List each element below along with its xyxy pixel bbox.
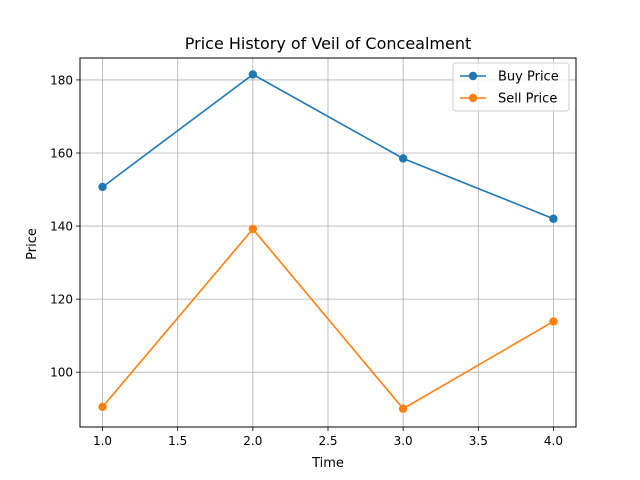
legend-box xyxy=(452,62,570,112)
y-tick-label: 180 xyxy=(50,73,73,87)
y-tick-label: 140 xyxy=(50,220,73,234)
x-tick-label: 1.0 xyxy=(93,434,112,448)
x-tick-label: 2.0 xyxy=(243,434,262,448)
buy-price-point xyxy=(398,154,408,163)
y-tick-label: 100 xyxy=(50,366,73,380)
buy-price-point xyxy=(98,182,107,192)
chart-title: Price History of Veil of Concealment xyxy=(185,34,472,53)
x-ticks: 1.0 1.5 2.0 2.5 3.0 3.5 4.0 xyxy=(93,427,563,448)
y-ticks: 100 120 140 160 180 xyxy=(50,73,80,380)
grid-lines xyxy=(80,58,576,427)
sell-price-line xyxy=(101,227,554,410)
x-tick-label: 3.5 xyxy=(469,434,488,448)
sell-price-point xyxy=(248,224,258,234)
legend-sell-price-label: Sell Price xyxy=(498,92,557,107)
buy-price-point xyxy=(248,70,258,79)
legend-buy-price-marker xyxy=(468,71,478,81)
sell-price-point xyxy=(98,402,107,412)
buy-price-point xyxy=(549,214,558,223)
legend-sell-price-marker xyxy=(468,93,478,103)
sell-price-point xyxy=(549,317,558,326)
legend: Buy Price Sell Price xyxy=(452,62,570,112)
legend-buy-price-label: Buy Price xyxy=(498,70,559,85)
sell-price-point xyxy=(398,404,408,413)
y-axis-label: Price xyxy=(25,228,40,260)
buy-price-line xyxy=(102,73,554,220)
x-tick-label: 4.0 xyxy=(544,434,563,448)
x-tick-label: 1.5 xyxy=(168,434,187,448)
x-axis-label: Time xyxy=(311,456,344,471)
x-tick-label: 3.0 xyxy=(394,434,413,448)
series-layer xyxy=(98,70,558,413)
x-tick-label: 2.5 xyxy=(318,434,337,448)
y-tick-label: 120 xyxy=(50,293,73,307)
y-tick-label: 160 xyxy=(50,146,73,160)
